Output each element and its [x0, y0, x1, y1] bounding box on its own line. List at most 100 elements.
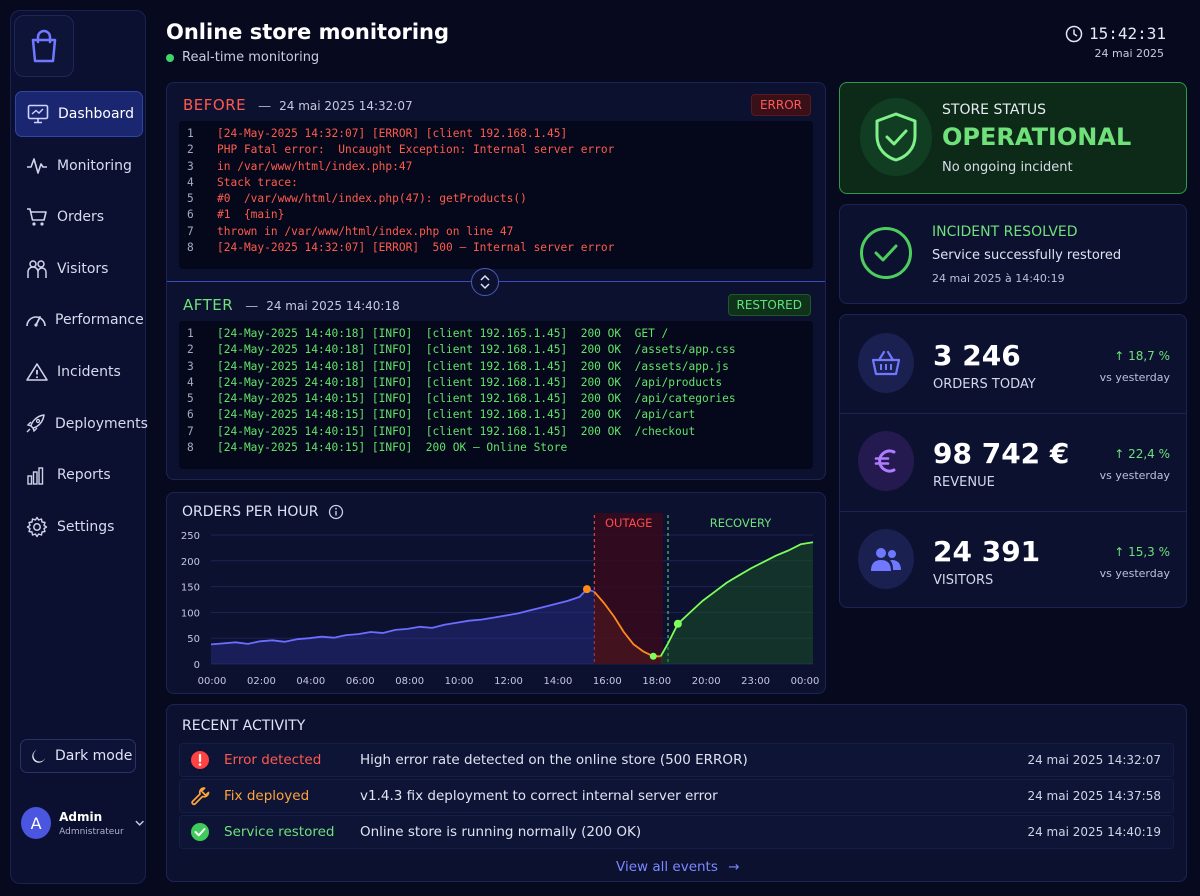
- user-menu[interactable]: A Admin Admnistrateur: [11, 795, 145, 851]
- clock-icon: [1065, 25, 1083, 42]
- series-line: [210, 588, 595, 646]
- shopping-bag-icon: [31, 29, 57, 63]
- sidebar-item-performance[interactable]: Performance: [15, 297, 144, 343]
- log-text: #0 /var/www/html/index.php(47): getProdu…: [217, 192, 527, 206]
- log-text: in /var/www/html/index.php:47: [217, 159, 413, 173]
- kpi-comparison: vs yesterday: [1099, 371, 1170, 384]
- sidebar-item-dashboard[interactable]: Dashboard: [15, 91, 143, 137]
- line-number: 1: [187, 127, 194, 140]
- view-all-events-link[interactable]: View all events →: [616, 859, 740, 875]
- status-value: OPERATIONAL: [942, 123, 1132, 151]
- y-tick-label: 50: [187, 634, 200, 645]
- arrow-right-icon: →: [728, 859, 740, 875]
- divider: [840, 413, 1186, 414]
- cart-icon: [25, 205, 49, 229]
- status-sub: No ongoing incident: [942, 160, 1073, 175]
- log-text: [24-May-2025 24:40:18] [INFO] [client 19…: [217, 375, 723, 389]
- annotation-label: RECOVERY: [710, 516, 773, 530]
- activity-date: 24 mai 2025 14:37:58: [1027, 789, 1161, 803]
- pulse-icon: [25, 154, 49, 178]
- divider: [840, 511, 1186, 512]
- incident-resolved-card: INCIDENT RESOLVED Service successfully r…: [839, 204, 1187, 304]
- clock-time: 15:42:31: [1088, 24, 1166, 43]
- gear-icon: [25, 515, 49, 539]
- kpi-orders: 3 246 ORDERS TODAY ↑ 18,7 % vs yesterday: [840, 315, 1186, 413]
- activity-row[interactable]: Error detected High error rate detected …: [179, 743, 1174, 777]
- arrow-up-icon: ↑: [1114, 349, 1129, 363]
- avatar: A: [21, 807, 52, 839]
- sidebar-item-label: Dashboard: [58, 106, 134, 122]
- x-tick-label: 06:00: [346, 676, 375, 687]
- log-line: 7 thrown in /var/www/html/index.php on li…: [187, 225, 813, 241]
- separator: —: [258, 99, 272, 114]
- activity-desc: Online store is running normally (200 OK…: [360, 824, 642, 840]
- sidebar-item-label: Reports: [57, 467, 111, 484]
- log-line: 8 [24-May-2025 14:40:15] [INFO] 200 OK — …: [187, 441, 813, 457]
- sidebar-item-visitors[interactable]: Visitors: [15, 246, 143, 292]
- kpi-panel: 3 246 ORDERS TODAY ↑ 18,7 % vs yesterday…: [839, 314, 1187, 608]
- info-icon[interactable]: [328, 504, 344, 520]
- kpi-value: 24 391: [933, 535, 1041, 568]
- page-title: Online store monitoring: [166, 20, 450, 44]
- kpi-label: VISITORS: [933, 573, 994, 588]
- shield-badge: [860, 98, 932, 176]
- x-tick-label: 10:00: [445, 676, 474, 687]
- outage-start-point: [582, 585, 591, 594]
- sidebar-item-incidents[interactable]: Incidents: [15, 349, 143, 395]
- dark-mode-toggle[interactable]: Dark mode: [20, 739, 136, 773]
- log-line: 7 [24-May-2025 14:40:15] [INFO] [client 1…: [187, 425, 813, 441]
- before-header: BEFORE — 24 mai 2025 14:32:07: [183, 96, 413, 114]
- sidebar-item-label: Performance: [55, 312, 144, 329]
- x-tick-label: 14:00: [544, 676, 573, 687]
- activity-date: 24 mai 2025 14:40:19: [1027, 825, 1161, 839]
- activity-type: Service restored: [224, 824, 335, 840]
- chevron-down-icon: [135, 820, 144, 826]
- compare-toggle-button[interactable]: [471, 268, 499, 296]
- store-logo[interactable]: [14, 15, 74, 77]
- clock-date: 24 mai 2025: [1094, 47, 1165, 60]
- before-date: 24 mai 2025 14:32:07: [279, 99, 413, 113]
- kpi-comparison: vs yesterday: [1099, 567, 1170, 580]
- kpi-revenue: 98 742 € REVENUE ↑ 22,4 % vs yesterday: [840, 413, 1186, 511]
- activity-desc: High error rate detected on the online s…: [360, 752, 748, 768]
- activity-row[interactable]: Fix deployed v1.4.3 fix deployment to co…: [179, 779, 1174, 813]
- sidebar-item-settings[interactable]: Settings: [15, 504, 143, 550]
- line-number: 5: [187, 192, 194, 206]
- line-number: 6: [187, 408, 194, 422]
- wrench-icon: [188, 784, 212, 808]
- orders-chart-panel: ORDERS PER HOUR 0 50 100 150 200 250 00:00 02:0…: [166, 492, 826, 694]
- y-tick-label: 0: [194, 660, 200, 671]
- line-number: 7: [187, 424, 194, 438]
- sidebar-item-monitoring[interactable]: Monitoring: [15, 143, 143, 189]
- chart-title: ORDERS PER HOUR: [182, 504, 344, 520]
- x-tick-label: 23:00: [741, 676, 770, 687]
- sidebar-item-label: Settings: [57, 518, 115, 535]
- kpi-value: 3 246: [933, 339, 1021, 372]
- activity-title: RECENT ACTIVITY: [182, 718, 306, 734]
- chart-title-text: ORDERS PER HOUR: [182, 504, 319, 520]
- log-text: [24-May-2025 14:40:15] [INFO] [client 19…: [217, 424, 696, 438]
- log-text: thrown in /var/www/html/index.php on lin…: [217, 224, 514, 238]
- user-name: Admin: [59, 809, 103, 824]
- error-badge: ERROR: [750, 94, 811, 116]
- y-tick-label: 100: [181, 608, 200, 619]
- restored-badge: RESTORED: [727, 294, 811, 316]
- users-icon: [25, 257, 49, 281]
- users-icon: [858, 529, 914, 589]
- line-number: 1: [187, 327, 194, 340]
- kpi-delta: ↑ 15,3 %: [1114, 545, 1170, 559]
- x-tick-label: 18:00: [642, 676, 671, 687]
- sidebar-nav: Dashboard Monitoring Orders Visitors Per…: [15, 91, 148, 555]
- bar-chart-icon: [25, 463, 49, 487]
- activity-row[interactable]: Service restored Online store is running…: [179, 815, 1174, 849]
- shield-check-icon: [875, 112, 917, 162]
- log-line: 1 [24-May-2025 14:32:07] [ERROR] [client …: [187, 127, 813, 143]
- sidebar-item-deployments[interactable]: Deployments: [15, 401, 148, 447]
- sidebar-item-orders[interactable]: Orders: [15, 194, 143, 240]
- x-tick-label: 02:00: [247, 676, 276, 687]
- user-role: Admnistrateur: [59, 826, 124, 837]
- kpi-delta: ↑ 18,7 %: [1114, 349, 1170, 363]
- sidebar-item-reports[interactable]: Reports: [15, 452, 143, 498]
- line-number: 4: [187, 175, 194, 189]
- kpi-delta-value: 22,4 %: [1128, 447, 1170, 461]
